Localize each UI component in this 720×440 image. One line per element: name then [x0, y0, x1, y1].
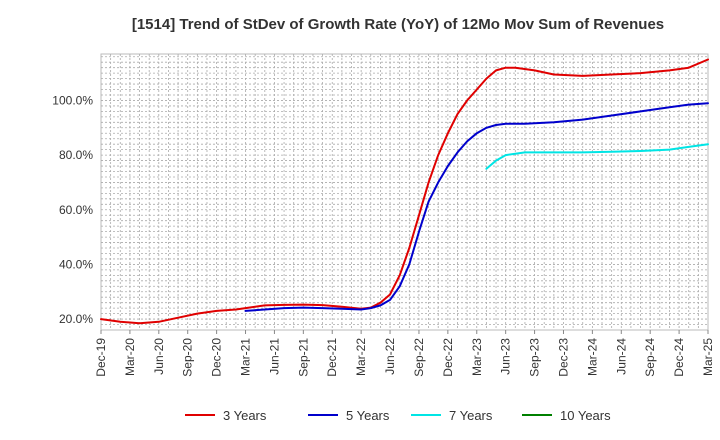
series-line-5-years [244, 102, 709, 312]
legend-label: 7 Years [449, 408, 493, 423]
y-tick-label: 100.0% [52, 93, 93, 107]
x-tick-label: Sep-20 [181, 338, 195, 377]
x-tick-label: Dec-24 [672, 338, 686, 377]
x-tick-label: Jun-22 [383, 338, 397, 375]
y-tick-label: 80.0% [59, 148, 93, 162]
x-tick-label: Mar-24 [585, 338, 599, 376]
x-tick-label: Mar-25 [701, 338, 715, 376]
x-tick-label: Mar-23 [470, 338, 484, 376]
plot-area [100, 53, 709, 331]
x-tick-label: Dec-19 [94, 338, 108, 377]
series-line-3-years [100, 58, 709, 325]
series-line-7-years [485, 143, 709, 170]
legend-label: 5 Years [346, 408, 390, 423]
y-gridlines [101, 56, 708, 325]
x-gridlines [110, 54, 699, 330]
y-tick-labels: 20.0% 40.0% 60.0% 80.0% 100.0% [52, 93, 93, 326]
x-tick-label: Dec-23 [556, 338, 570, 377]
chart-title: [1514] Trend of StDev of Growth Rate (Yo… [132, 16, 664, 33]
x-tick-label: Mar-22 [354, 338, 368, 376]
x-tick-labels: Dec-19 Mar-20 Jun-20 Sep-20 Dec-20 Mar-21 Jun-… [94, 330, 715, 377]
x-tick-label: Sep-22 [412, 338, 426, 377]
x-tick-label: Dec-22 [441, 338, 455, 377]
x-tick-label: Jun-21 [267, 338, 281, 375]
y-tick-label: 60.0% [59, 203, 93, 217]
series-lines [100, 58, 709, 325]
legend: 3 Years 5 Years 7 Years 10 Years [185, 408, 611, 423]
x-tick-label: Jun-20 [152, 338, 166, 375]
legend-label: 3 Years [223, 408, 267, 423]
x-tick-label: Sep-24 [643, 338, 657, 377]
x-tick-label: Dec-20 [210, 338, 224, 377]
y-tick-label: 20.0% [59, 312, 93, 326]
x-tick-label: Jun-23 [499, 338, 513, 375]
x-tick-label: Mar-21 [239, 338, 253, 376]
x-tick-label: Jun-24 [614, 338, 628, 375]
x-tick-label: Dec-21 [325, 338, 339, 377]
x-tick-label: Mar-20 [123, 338, 137, 376]
x-tick-label: Sep-21 [296, 338, 310, 377]
y-tick-label: 40.0% [59, 257, 93, 271]
x-tick-label: Sep-23 [528, 338, 542, 377]
legend-label: 10 Years [560, 408, 611, 423]
